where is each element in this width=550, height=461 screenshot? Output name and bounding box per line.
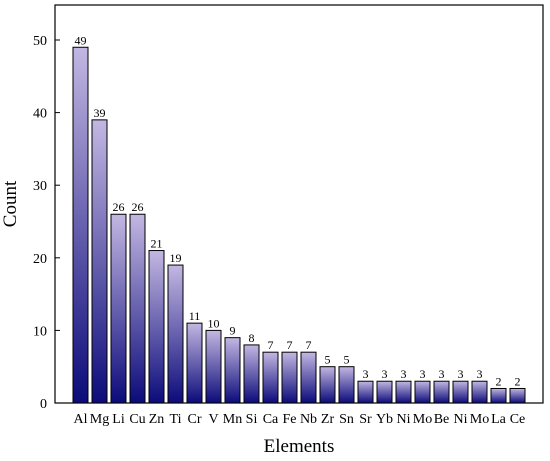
category-label: Yb (376, 412, 393, 427)
bar-cu-3 (129, 213, 146, 404)
value-label: 11 (189, 309, 201, 323)
value-label: 5 (344, 353, 350, 367)
category-label: Nb (300, 412, 317, 427)
category-label: V (208, 412, 218, 427)
category-label: Ti (170, 412, 182, 427)
category-label: Li (112, 412, 125, 427)
value-label: 3 (477, 367, 483, 381)
value-label: 49 (75, 33, 87, 47)
value-label: 7 (287, 338, 293, 352)
value-label: 10 (208, 316, 220, 330)
y-tick-label: 40 (33, 107, 47, 122)
category-label: Ni (454, 412, 468, 427)
bar-si-9 (243, 344, 260, 404)
category-label: Mo (470, 412, 489, 427)
y-tick-label: 10 (33, 324, 47, 339)
bar-zn-4 (148, 250, 165, 404)
category-label: Sn (339, 412, 354, 427)
category-label: Cu (129, 412, 145, 427)
value-label: 7 (268, 338, 274, 352)
bar-be-19 (433, 380, 450, 404)
category-label: Cr (188, 412, 202, 427)
category-label: Mn (223, 412, 242, 427)
value-label: 3 (420, 367, 426, 381)
category-label: Fe (283, 412, 297, 427)
category-label: Be (434, 412, 450, 427)
category-label: Zn (149, 412, 165, 427)
value-label: 21 (151, 237, 163, 251)
category-label: Ce (510, 412, 526, 427)
y-axis-ticks: 0 10 20 30 40 50 (33, 34, 60, 412)
value-label: 9 (230, 324, 236, 338)
bar-sr-15 (357, 380, 374, 404)
value-label: 3 (401, 367, 407, 381)
bar-yb-16 (376, 380, 393, 404)
bar-ce-23 (509, 387, 526, 404)
value-label: 39 (94, 106, 106, 120)
value-label: 19 (170, 251, 182, 265)
category-label: La (491, 412, 507, 427)
bar-al-0 (72, 46, 89, 404)
bar-ti-5 (167, 264, 184, 404)
value-label: 3 (363, 367, 369, 381)
bar-cr-6 (186, 322, 203, 404)
bar-fe-11 (281, 351, 298, 404)
category-label: Mo (413, 412, 432, 427)
category-label: Ni (397, 412, 411, 427)
y-tick-label: 30 (33, 179, 47, 194)
bar-mn-8 (224, 337, 241, 404)
category-label: Zr (321, 412, 335, 427)
value-label: 3 (458, 367, 464, 381)
bar-la-22 (490, 387, 507, 404)
bar-ni-17 (395, 380, 412, 404)
bars-group (72, 46, 526, 404)
x-axis-title: Elements (264, 436, 335, 457)
value-label: 8 (249, 331, 255, 345)
y-tick-label: 0 (40, 397, 47, 412)
value-label: 5 (325, 353, 331, 367)
bar-mg-1 (91, 119, 108, 404)
bar-mo-18 (414, 380, 431, 404)
bar-zr-13 (319, 366, 336, 404)
category-label: Mg (90, 412, 109, 427)
y-axis-title: Count (0, 180, 21, 227)
y-tick-label: 50 (33, 34, 47, 49)
bar-mo-21 (471, 380, 488, 404)
category-label: Si (246, 412, 258, 427)
category-label: Al (74, 412, 88, 427)
bar-sn-14 (338, 366, 355, 404)
category-label: Sr (359, 412, 372, 427)
value-label: 3 (382, 367, 388, 381)
category-labels-group: Al Mg Li Cu Zn Ti Cr V Mn Si Ca Fe Nb Zr Sn Sr Yb Ni Mo Be N… (74, 412, 526, 427)
bar-ni-20 (452, 380, 469, 404)
bar-nb-12 (300, 351, 317, 404)
category-label: Ca (263, 412, 279, 427)
bar-li-2 (110, 213, 127, 404)
value-label: 2 (496, 374, 502, 388)
bar-v-7 (205, 329, 222, 404)
value-label: 7 (306, 338, 312, 352)
y-tick-label: 20 (33, 252, 47, 267)
value-label: 2 (515, 374, 521, 388)
plot-frame (54, 4, 544, 404)
value-label: 3 (439, 367, 445, 381)
value-label: 26 (132, 200, 144, 214)
value-label: 26 (113, 200, 125, 214)
bar-ca-10 (262, 351, 279, 404)
